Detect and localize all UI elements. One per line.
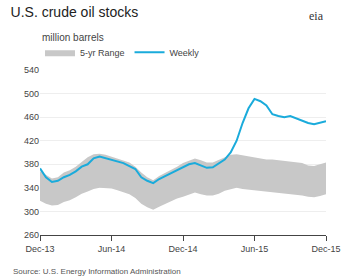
svg-text:eia: eia	[309, 9, 324, 23]
svg-text:5-yr Range: 5-yr Range	[80, 48, 125, 58]
svg-text:460: 460	[24, 112, 39, 122]
svg-text:260: 260	[24, 230, 39, 240]
svg-text:Dec-15: Dec-15	[311, 244, 340, 254]
svg-text:540: 540	[24, 65, 39, 75]
svg-text:Weekly: Weekly	[170, 48, 200, 58]
svg-text:Source: U.S. Energy Informatio: Source: U.S. Energy Information Administ…	[13, 267, 181, 276]
svg-text:Jun-14: Jun-14	[98, 244, 126, 254]
svg-text:380: 380	[24, 159, 39, 169]
svg-text:U.S. crude oil stocks: U.S. crude oil stocks	[11, 4, 139, 20]
svg-text:Jun-15: Jun-15	[241, 244, 269, 254]
svg-text:300: 300	[24, 207, 39, 217]
svg-text:420: 420	[24, 136, 39, 146]
svg-text:million barrels: million barrels	[42, 32, 104, 43]
svg-text:340: 340	[24, 183, 39, 193]
svg-text:Dec-13: Dec-13	[25, 244, 54, 254]
svg-text:Dec-14: Dec-14	[168, 244, 197, 254]
svg-text:500: 500	[24, 89, 39, 99]
